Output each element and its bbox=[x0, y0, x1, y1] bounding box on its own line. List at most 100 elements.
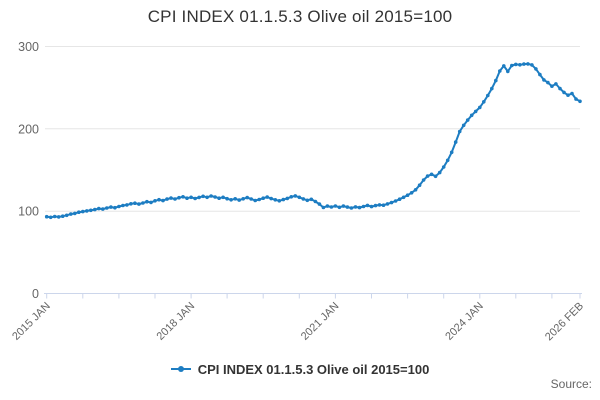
data-point-marker bbox=[337, 205, 342, 210]
data-point-marker bbox=[105, 206, 109, 210]
data-point-marker bbox=[409, 191, 414, 195]
data-point-marker bbox=[522, 62, 526, 66]
data-point-marker bbox=[449, 150, 454, 155]
data-point-marker bbox=[153, 199, 157, 203]
legend-line-marker bbox=[170, 363, 191, 375]
data-point-marker bbox=[225, 196, 229, 201]
legend-label: CPI INDEX 01.1.5.3 Olive oil 2015=100 bbox=[197, 361, 430, 377]
data-point-marker bbox=[305, 198, 310, 203]
data-point-marker bbox=[205, 195, 209, 200]
data-point-marker bbox=[333, 204, 338, 208]
data-point-marker bbox=[301, 197, 306, 201]
data-point-marker bbox=[48, 215, 53, 220]
data-point-marker bbox=[385, 202, 390, 206]
data-point-marker bbox=[121, 203, 125, 208]
data-point-marker bbox=[453, 140, 458, 144]
data-point-marker bbox=[550, 84, 554, 88]
data-point-marker bbox=[570, 91, 574, 96]
data-point-marker bbox=[542, 78, 546, 82]
data-point-marker bbox=[562, 90, 566, 95]
data-point-marker bbox=[285, 196, 290, 201]
data-point-marker bbox=[241, 197, 245, 201]
data-point-marker bbox=[341, 204, 346, 208]
data-point-marker bbox=[257, 197, 262, 202]
data-point-marker bbox=[281, 197, 286, 202]
data-point-marker bbox=[574, 97, 578, 101]
data-point-marker bbox=[349, 206, 354, 210]
data-point-marker bbox=[397, 197, 402, 201]
data-point-marker bbox=[189, 195, 193, 200]
data-point-marker bbox=[502, 64, 506, 68]
data-point-marker bbox=[546, 80, 550, 85]
data-point-marker bbox=[81, 209, 85, 214]
data-point-marker bbox=[538, 72, 542, 77]
data-point-marker bbox=[441, 165, 446, 169]
data-point-marker bbox=[64, 213, 69, 218]
x-tick-label: 2015 JAN bbox=[10, 300, 53, 343]
data-point-marker bbox=[425, 174, 430, 178]
data-point-marker bbox=[169, 196, 173, 200]
data-point-marker bbox=[269, 196, 274, 201]
data-point-marker bbox=[514, 62, 518, 67]
data-point-marker bbox=[353, 205, 358, 209]
data-point-marker bbox=[253, 198, 257, 203]
data-point-marker bbox=[125, 203, 129, 207]
data-point-marker bbox=[229, 198, 233, 202]
data-point-marker bbox=[313, 199, 318, 204]
data-point-marker bbox=[101, 207, 105, 211]
x-tick-label: 2021 JAN bbox=[299, 300, 342, 343]
data-point-marker bbox=[321, 205, 326, 210]
data-point-marker bbox=[145, 199, 149, 204]
data-point-marker bbox=[73, 211, 77, 216]
data-point-marker bbox=[85, 209, 89, 213]
data-point-marker bbox=[518, 63, 522, 67]
data-point-marker bbox=[437, 170, 442, 175]
data-point-marker bbox=[209, 194, 213, 198]
data-point-marker bbox=[93, 207, 97, 212]
data-point-marker bbox=[429, 172, 434, 177]
data-point-marker bbox=[377, 203, 382, 207]
data-point-marker bbox=[393, 199, 398, 203]
data-point-marker bbox=[297, 195, 302, 200]
data-point-marker bbox=[109, 205, 113, 209]
source-label: Source: bbox=[550, 377, 592, 391]
data-point-marker bbox=[117, 204, 121, 209]
data-point-marker bbox=[534, 67, 538, 71]
data-point-marker bbox=[345, 205, 350, 209]
data-point-marker bbox=[413, 188, 418, 192]
data-point-marker bbox=[526, 62, 530, 66]
data-point-marker bbox=[401, 195, 406, 200]
data-point-marker bbox=[137, 202, 141, 206]
data-point-marker bbox=[217, 196, 221, 200]
data-point-marker bbox=[365, 203, 370, 208]
data-point-marker bbox=[289, 195, 294, 199]
series-line[interactable] bbox=[46, 62, 581, 219]
plot-area: 0 100 200 300 2015 JAN 2018 JAN 2021 JAN 2024 J… bbox=[10, 40, 586, 343]
data-point-marker bbox=[578, 99, 582, 104]
data-point-marker bbox=[469, 113, 474, 118]
data-point-marker bbox=[498, 69, 502, 73]
data-point-marker bbox=[405, 193, 410, 197]
data-point-marker bbox=[566, 93, 570, 97]
data-point-marker bbox=[149, 200, 153, 205]
data-point-marker bbox=[97, 206, 101, 211]
data-point-marker bbox=[357, 205, 362, 210]
data-point-marker bbox=[165, 197, 169, 201]
data-point-marker bbox=[129, 202, 133, 206]
data-point-marker bbox=[161, 198, 165, 203]
chart-title: CPI INDEX 01.1.5.3 Olive oil 2015=100 bbox=[147, 7, 453, 26]
data-point-marker bbox=[201, 194, 205, 199]
legend-item[interactable]: CPI INDEX 01.1.5.3 Olive oil 2015=100 bbox=[0, 361, 600, 377]
data-point-marker bbox=[433, 174, 438, 179]
data-point-marker bbox=[213, 195, 217, 199]
data-point-marker bbox=[325, 204, 330, 208]
x-tick-label: 2024 JAN bbox=[443, 300, 486, 343]
data-point-marker bbox=[490, 86, 494, 91]
data-point-marker bbox=[69, 212, 73, 216]
data-point-marker bbox=[89, 208, 93, 213]
data-point-marker bbox=[173, 197, 177, 201]
data-point-marker bbox=[193, 196, 197, 201]
data-point-marker bbox=[461, 123, 466, 128]
y-tick-label: 300 bbox=[18, 40, 39, 54]
x-tick-label: 2026 FEB bbox=[543, 300, 586, 343]
